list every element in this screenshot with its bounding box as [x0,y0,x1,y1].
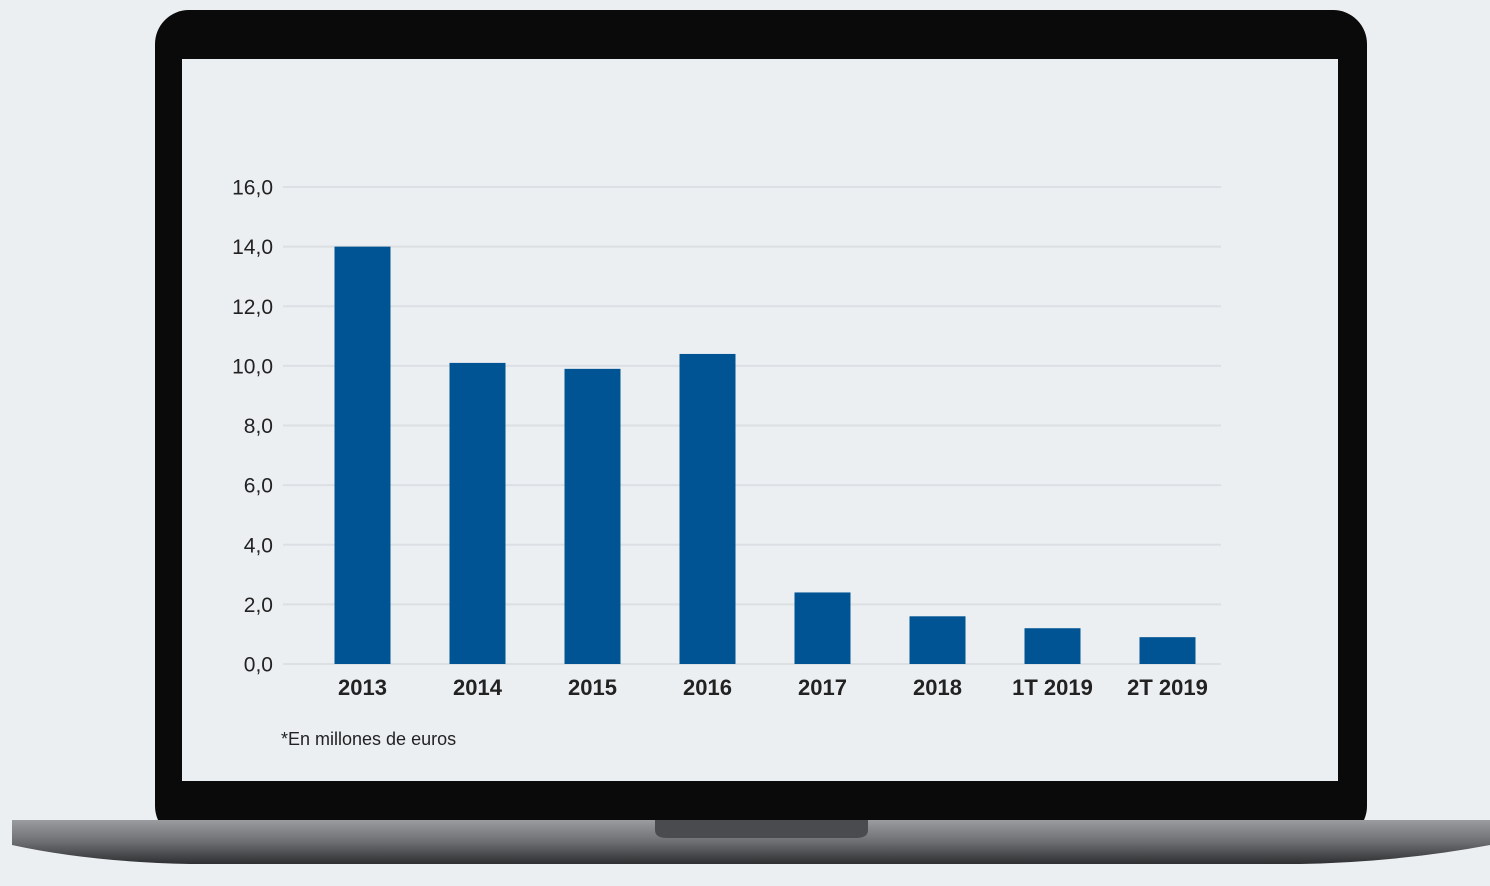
x-tick-label: 2014 [453,675,503,700]
bar [909,616,966,664]
y-tick-label: 0,0 [244,654,273,677]
y-tick-label: 8,0 [244,415,273,438]
bar [564,368,621,664]
y-tick-label: 12,0 [232,296,273,319]
bar [1024,628,1081,664]
bar [794,592,851,664]
y-tick-label: 6,0 [244,475,273,498]
x-tick-label: 1T 2019 [1012,675,1093,700]
x-tick-label: 2018 [913,675,962,700]
x-tick-label: 2T 2019 [1127,675,1208,700]
y-tick-label: 16,0 [232,177,273,200]
notch [655,820,868,838]
x-tick-label: 2015 [568,675,617,700]
y-tick-label: 14,0 [232,236,273,259]
bar [334,246,391,664]
y-tick-label: 2,0 [244,594,273,617]
bar [449,362,506,664]
x-tick-label: 2017 [798,675,847,700]
laptop-base [12,820,1490,864]
x-tick-label: 2016 [683,675,732,700]
bar [679,353,736,664]
annotation: *En millones de euros [281,729,456,749]
y-tick-label: 10,0 [232,355,273,378]
x-tick-label: 2013 [338,675,387,700]
y-tick-label: 4,0 [244,534,273,557]
bar [1139,637,1196,664]
